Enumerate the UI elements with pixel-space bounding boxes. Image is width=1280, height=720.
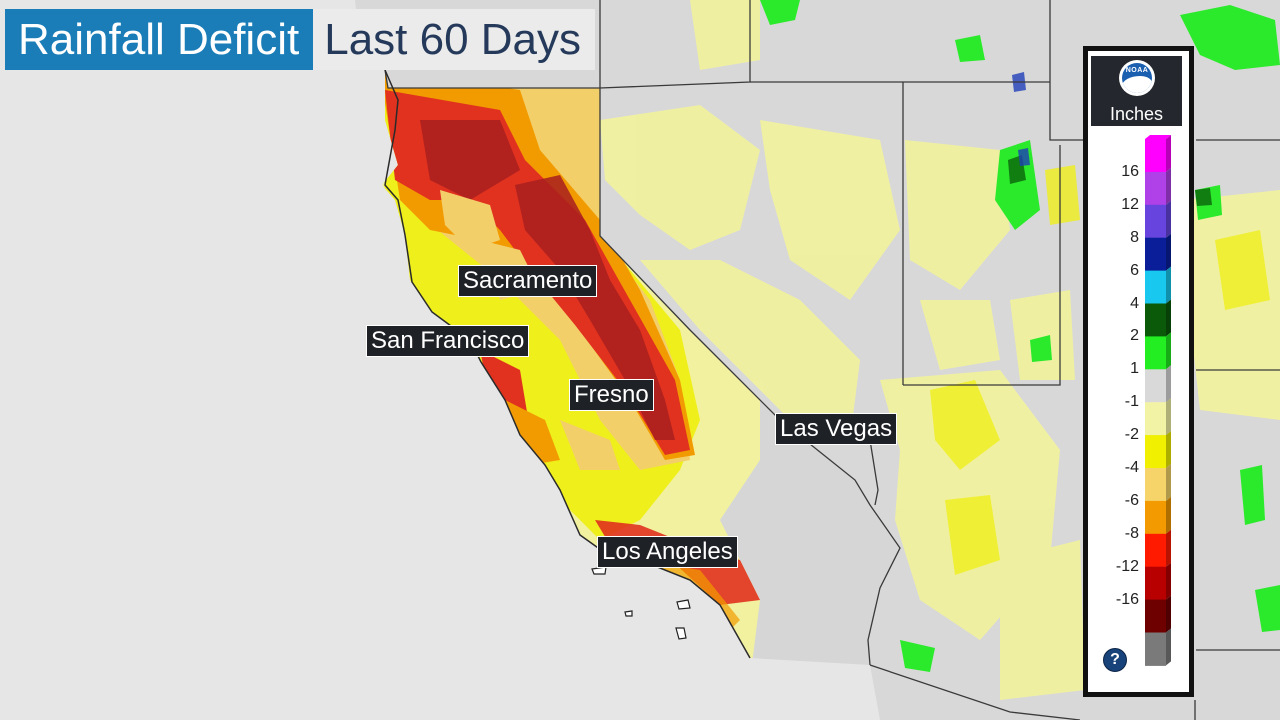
- legend-swatch: [1145, 464, 1171, 502]
- legend-swatch: [1145, 266, 1171, 304]
- legend-tick-label: -8: [1124, 524, 1139, 542]
- land-inland: [355, 0, 1280, 720]
- city-label-las-vegas: Las Vegas: [775, 413, 898, 445]
- legend-panel: NOAA Inches 16 12 8 6 4 2 1 -1 -2 -4 -6 -8 -12 -16 ?: [1083, 46, 1194, 697]
- legend-swatch: [1145, 200, 1171, 239]
- legend-tick-label: -1: [1124, 393, 1139, 411]
- legend-swatch: [1145, 233, 1171, 272]
- city-label-fresno: Fresno: [569, 379, 654, 411]
- city-label-sacramento: Sacramento: [458, 265, 598, 297]
- channel-islands: [591, 566, 691, 640]
- legend-swatch: [1145, 595, 1171, 633]
- legend-swatch: [1145, 628, 1171, 666]
- legend-tick-label: 12: [1121, 195, 1139, 213]
- legend-header: NOAA Inches: [1091, 56, 1182, 126]
- legend-swatch: [1145, 562, 1171, 601]
- legend-tick-label: 2: [1130, 327, 1139, 345]
- legend-swatch: [1145, 299, 1171, 337]
- map-title-bar: Rainfall Deficit Last 60 Days: [5, 9, 596, 70]
- legend-swatch: [1145, 332, 1171, 370]
- legend-tick-label: -16: [1115, 590, 1139, 608]
- noaa-logo: NOAA: [1119, 60, 1155, 96]
- legend-tick-label: -12: [1115, 557, 1139, 575]
- legend-tick-label: 1: [1130, 360, 1139, 378]
- help-question-icon[interactable]: ?: [1103, 648, 1127, 672]
- legend-unit: Inches: [1109, 104, 1164, 124]
- noaa-logo-text: NOAA: [1125, 67, 1149, 74]
- legend-swatch: [1145, 135, 1171, 173]
- legend-tick-label: 8: [1130, 228, 1139, 246]
- legend-swatch: [1145, 529, 1171, 568]
- color-ramp: [1145, 135, 1171, 666]
- legend-tick-label: 16: [1121, 162, 1139, 180]
- legend-swatch: [1145, 365, 1171, 403]
- legend-tick-label: 4: [1130, 294, 1139, 312]
- legend-tick-label: -4: [1124, 459, 1139, 476]
- legend-swatch: [1145, 496, 1171, 535]
- legend-tick-label: 6: [1130, 261, 1139, 279]
- city-label-san-francisco: San Francisco: [366, 325, 530, 357]
- legend-tick-label: -6: [1124, 491, 1139, 509]
- legend-swatch: [1145, 167, 1171, 206]
- map-title: Rainfall Deficit: [5, 9, 314, 70]
- map-subtitle: Last 60 Days: [313, 9, 596, 70]
- legend-swatch: [1145, 398, 1171, 436]
- legend-tick-label: -2: [1124, 426, 1139, 444]
- city-label-los-angeles: Los Angeles: [597, 536, 738, 568]
- legend-swatch: [1145, 431, 1171, 469]
